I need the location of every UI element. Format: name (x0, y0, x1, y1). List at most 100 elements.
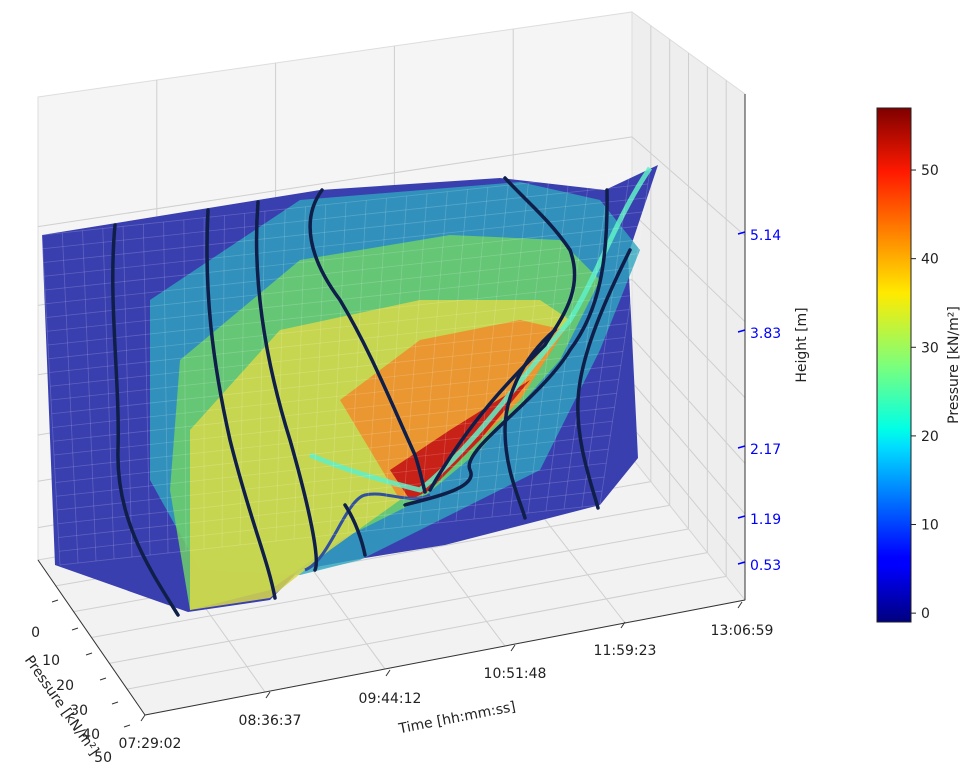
mesh-line (419, 191, 448, 526)
mesh-line (59, 504, 601, 566)
mesh-line (82, 230, 97, 562)
z-tick-mark (737, 231, 746, 235)
mesh-line (44, 225, 642, 291)
mesh-line (347, 200, 367, 534)
mesh-line (599, 169, 651, 506)
y-tick-mark (99, 677, 107, 681)
mesh-line (49, 309, 630, 373)
mesh-line (293, 206, 306, 540)
x-tick-label: 07:29:02 (119, 736, 182, 752)
colorbar-label: Pressure [kN/m²] (946, 306, 962, 424)
profile-curve-7 (503, 328, 557, 520)
mesh-line (57, 462, 607, 525)
profile-curve-3 (254, 200, 319, 572)
profile-curve-6 (403, 188, 609, 507)
grid-line (127, 575, 727, 690)
mesh-line (183, 219, 187, 552)
z-tick-label: 2.17 (750, 442, 781, 458)
profile-curve-8 (576, 248, 632, 510)
z-tick-label: 3.83 (750, 326, 781, 342)
profile-curve-4 (308, 188, 427, 494)
mesh-line (50, 323, 628, 387)
z-tick-mark (737, 445, 746, 449)
mesh-line (455, 187, 489, 522)
x-tick-label: 13:06:59 (711, 623, 774, 639)
mesh-line (401, 193, 428, 528)
mesh-line (509, 180, 550, 516)
mesh-line (44, 211, 644, 277)
mesh-line (56, 434, 611, 497)
x-tick-mark (265, 691, 271, 699)
colorbar: 0 10 20 30 40 50 Pressure [kN/m²] (876, 107, 962, 623)
z-tick-mark (737, 515, 746, 519)
profile-curve-2 (205, 208, 277, 600)
mesh-line (383, 195, 408, 530)
z-axis-label: Height [m] (794, 307, 810, 382)
mesh-line (163, 221, 169, 554)
colorbar-tick-label: 40 (921, 252, 939, 268)
profile-curve-1 (111, 223, 180, 617)
mesh-line (55, 420, 613, 483)
grid-line (631, 279, 746, 398)
z-tick-label: 5.14 (750, 228, 781, 244)
y-axis-ticks: 010 20 30 40 50 (31, 599, 131, 766)
x-tick-mark (737, 601, 743, 609)
grid-line (631, 136, 746, 237)
mesh-line (102, 228, 115, 560)
mesh-line (47, 281, 634, 346)
z-axis-ticks: 0.53 1.19 2.17 3.83 5.14 (737, 228, 781, 574)
mesh-line (41, 169, 651, 236)
grid-line (109, 552, 708, 664)
mesh-line (61, 232, 79, 564)
y-tick-mark (71, 627, 79, 631)
x-tick-label: 10:51:48 (484, 666, 547, 682)
y-tick-label: 50 (94, 750, 112, 766)
y-tick-mark (111, 701, 119, 705)
mesh-line (54, 406, 615, 470)
mesh-line (122, 226, 133, 558)
pressure-surface (42, 165, 658, 612)
mesh-line (45, 239, 640, 305)
z-tick-mark (737, 561, 746, 565)
mesh-line (527, 178, 570, 514)
colorbar-gradient (876, 107, 912, 623)
z-tick-mark (737, 329, 746, 333)
x-axis-ticks: 07:29:02 08:36:37 09:44:12 10:51:48 11:59:23… (119, 601, 774, 752)
profile-curves (111, 176, 632, 617)
y-tick-label: 0 (31, 625, 40, 641)
z-tick-label: 1.19 (750, 512, 781, 528)
mesh-line (221, 215, 225, 548)
x-tick-mark (140, 714, 146, 722)
mesh-line (53, 378, 619, 442)
grid-line (631, 381, 746, 515)
grid-line (91, 528, 689, 638)
y-tick-mark (85, 652, 93, 656)
surface-mesh (41, 169, 651, 566)
mesh-line (42, 183, 648, 250)
mesh-line (239, 213, 246, 546)
colorbar-tick-label: 50 (921, 163, 939, 179)
mesh-line (365, 198, 387, 532)
grid-line (631, 426, 746, 565)
y-tick-label: 40 (82, 727, 100, 743)
mesh-line (50, 337, 626, 401)
mesh-line (56, 448, 609, 511)
y-tick-label: 10 (42, 653, 60, 669)
grid-line (631, 212, 746, 323)
x-tick-mark (385, 669, 391, 677)
y-tick-mark (51, 599, 59, 603)
mesh-line (48, 295, 632, 360)
y-tick-label: 20 (56, 678, 74, 694)
grid-line (37, 136, 633, 228)
mesh-line (46, 253, 638, 318)
mesh-line (491, 182, 529, 518)
z-tick-label: 0.53 (750, 558, 781, 574)
colorbar-ticks: 0 10 20 30 40 50 (911, 163, 939, 622)
colorbar-tick-label: 30 (921, 340, 939, 356)
x-tick-mark (510, 644, 516, 652)
mesh-line (329, 202, 347, 536)
mesh-line (311, 204, 327, 538)
mesh-line (142, 224, 151, 556)
mesh-line (545, 176, 590, 512)
